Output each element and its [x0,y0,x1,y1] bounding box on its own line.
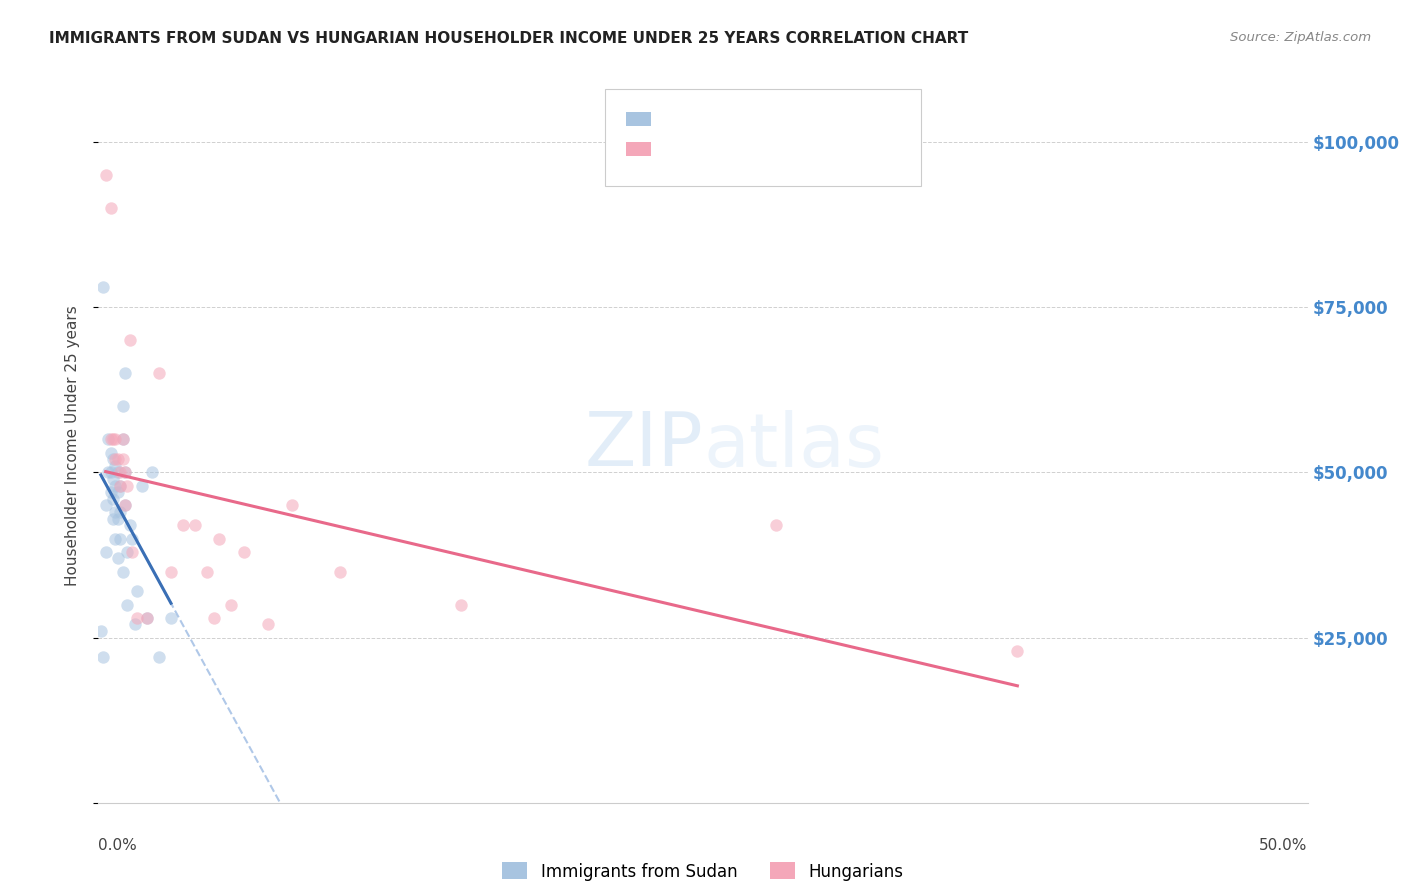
Point [121,545,143,559]
Point [107,452,129,467]
Point [121,532,143,546]
Point [108,532,131,546]
Text: -0.314: -0.314 [690,141,745,155]
Point [1007,644,1029,658]
Text: -0.194: -0.194 [690,111,745,125]
Point [104,505,127,519]
Point [108,478,131,492]
Point [101,511,124,525]
Point [91,650,114,665]
Text: R =: R = [659,141,693,155]
Point [94,168,117,182]
Point [114,499,136,513]
Point [111,433,134,447]
Point [184,518,207,533]
Point [127,584,149,599]
Text: IMMIGRANTS FROM SUDAN VS HUNGARIAN HOUSEHOLDER INCOME UNDER 25 YEARS CORRELATION: IMMIGRANTS FROM SUDAN VS HUNGARIAN HOUSE… [49,31,969,46]
Point [160,565,183,579]
Text: Source: ZipAtlas.com: Source: ZipAtlas.com [1230,31,1371,45]
Point [172,518,194,533]
Point [101,452,124,467]
Point [97,466,120,480]
Point [111,565,134,579]
Point [256,617,278,632]
Point [117,598,139,612]
Point [97,433,120,447]
Point [100,445,122,459]
Point [160,611,183,625]
Point [208,532,231,546]
Point [450,598,472,612]
Point [221,598,243,612]
Point [101,491,124,506]
Point [111,400,134,414]
Point [107,466,129,480]
Point [104,458,127,473]
Point [118,333,141,347]
Point [108,478,131,492]
Point [107,485,129,500]
Point [94,545,117,559]
Point [131,478,153,492]
Point [107,551,129,566]
Point [94,499,117,513]
Point [91,280,114,294]
Point [100,466,122,480]
Text: 33: 33 [780,141,801,155]
Point [281,499,304,513]
Text: 50.0%: 50.0% [1260,838,1308,854]
Point [108,505,131,519]
Point [118,518,141,533]
Point [104,478,127,492]
Point [124,617,146,632]
Point [141,466,163,480]
Point [765,518,787,533]
Point [104,452,127,467]
Text: ZIP: ZIP [585,409,703,483]
Point [107,511,129,525]
Point [100,485,122,500]
Point [114,466,136,480]
Point [114,466,136,480]
Point [148,650,170,665]
Point [148,367,170,381]
Point [329,565,352,579]
Point [101,433,124,447]
Text: R =: R = [659,111,693,125]
Point [111,452,134,467]
Point [90,624,112,638]
Point [114,499,136,513]
Point [195,565,218,579]
Text: N =: N = [752,141,786,155]
Point [135,611,157,625]
Point [100,201,122,215]
Text: 0.0%: 0.0% [98,838,138,854]
Point [100,433,122,447]
Text: N =: N = [752,111,786,125]
Point [114,367,136,381]
Legend: Immigrants from Sudan, Hungarians: Immigrants from Sudan, Hungarians [495,855,911,888]
Point [232,545,254,559]
Point [101,472,124,486]
Point [111,433,134,447]
Text: atlas: atlas [703,409,884,483]
Point [104,532,127,546]
Text: 42: 42 [780,111,801,125]
Point [117,545,139,559]
Point [127,611,149,625]
Point [108,466,131,480]
Point [117,478,139,492]
Point [135,611,157,625]
Point [104,433,127,447]
Point [204,611,226,625]
Y-axis label: Householder Income Under 25 years: Householder Income Under 25 years [65,306,80,586]
